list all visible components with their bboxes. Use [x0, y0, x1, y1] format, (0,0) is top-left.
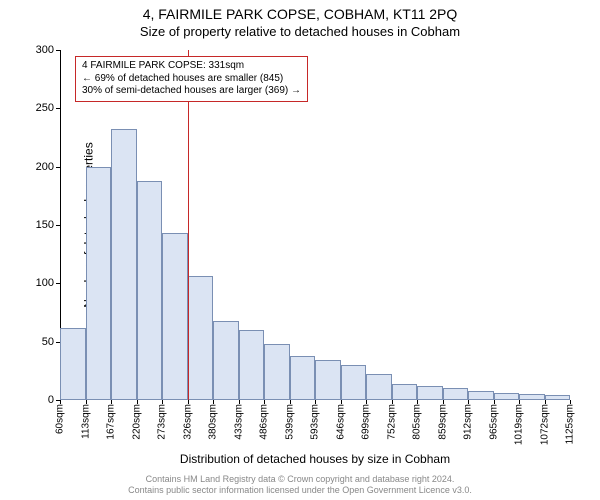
- footer-line-1: Contains HM Land Registry data © Crown c…: [0, 474, 600, 485]
- y-tick-mark: [56, 167, 60, 168]
- histogram-bar: [86, 167, 112, 400]
- histogram-bar: [213, 321, 239, 400]
- histogram-bar: [137, 181, 163, 400]
- annotation-line-3: 30% of semi-detached houses are larger (…: [82, 85, 301, 98]
- x-tick-label: 326sqm: [182, 400, 193, 440]
- histogram-bar: [341, 365, 367, 400]
- x-tick-label: 1019sqm: [514, 400, 525, 445]
- x-axis-label: Distribution of detached houses by size …: [60, 452, 570, 466]
- histogram-bar: [443, 388, 469, 400]
- x-tick-label: 220sqm: [131, 400, 142, 440]
- x-tick-label: 1125sqm: [565, 400, 576, 444]
- annotation-box: 4 FAIRMILE PARK COPSE: 331sqm← 69% of de…: [75, 56, 308, 102]
- y-tick-mark: [56, 283, 60, 284]
- histogram-bar: [60, 328, 86, 400]
- x-tick-label: 646sqm: [335, 400, 346, 440]
- annotation-line-2: ← 69% of detached houses are smaller (84…: [82, 73, 301, 86]
- x-tick-label: 486sqm: [259, 400, 270, 440]
- reference-line: [188, 50, 189, 400]
- histogram-bar: [417, 386, 443, 400]
- footer-line-2: Contains public sector information licen…: [0, 485, 600, 496]
- histogram-bar: [468, 391, 494, 400]
- page-title: 4, FAIRMILE PARK COPSE, COBHAM, KT11 2PQ: [0, 0, 600, 22]
- annotation-line-1: 4 FAIRMILE PARK COPSE: 331sqm: [82, 60, 301, 73]
- x-tick-label: 1072sqm: [539, 400, 550, 445]
- histogram-plot: 05010015020025030060sqm113sqm167sqm220sq…: [60, 50, 570, 400]
- x-tick-label: 805sqm: [412, 400, 423, 440]
- x-tick-label: 60sqm: [55, 400, 66, 434]
- x-tick-label: 380sqm: [208, 400, 219, 440]
- histogram-bar: [264, 344, 290, 400]
- histogram-bar: [239, 330, 265, 400]
- x-tick-label: 699sqm: [361, 400, 372, 440]
- y-tick-mark: [56, 225, 60, 226]
- histogram-bar: [290, 356, 316, 400]
- x-tick-label: 752sqm: [386, 400, 397, 440]
- histogram-bar: [494, 393, 520, 400]
- x-tick-label: 273sqm: [157, 400, 168, 440]
- y-tick-mark: [56, 108, 60, 109]
- x-tick-label: 539sqm: [284, 400, 295, 440]
- x-tick-label: 859sqm: [437, 400, 448, 440]
- histogram-bar: [545, 395, 571, 400]
- histogram-bar: [111, 129, 137, 400]
- histogram-bar: [519, 394, 545, 400]
- histogram-bar: [315, 360, 341, 400]
- x-tick-label: 593sqm: [310, 400, 321, 440]
- histogram-bar: [162, 233, 188, 400]
- y-tick-mark: [56, 50, 60, 51]
- x-tick-label: 965sqm: [488, 400, 499, 440]
- footer-attribution: Contains HM Land Registry data © Crown c…: [0, 474, 600, 497]
- x-tick-label: 167sqm: [106, 400, 117, 440]
- histogram-bar: [188, 276, 214, 400]
- histogram-bar: [392, 384, 418, 400]
- page-subtitle: Size of property relative to detached ho…: [0, 22, 600, 43]
- x-tick-label: 912sqm: [463, 400, 474, 440]
- x-tick-label: 113sqm: [80, 400, 91, 439]
- x-tick-label: 433sqm: [233, 400, 244, 440]
- histogram-bar: [366, 374, 392, 400]
